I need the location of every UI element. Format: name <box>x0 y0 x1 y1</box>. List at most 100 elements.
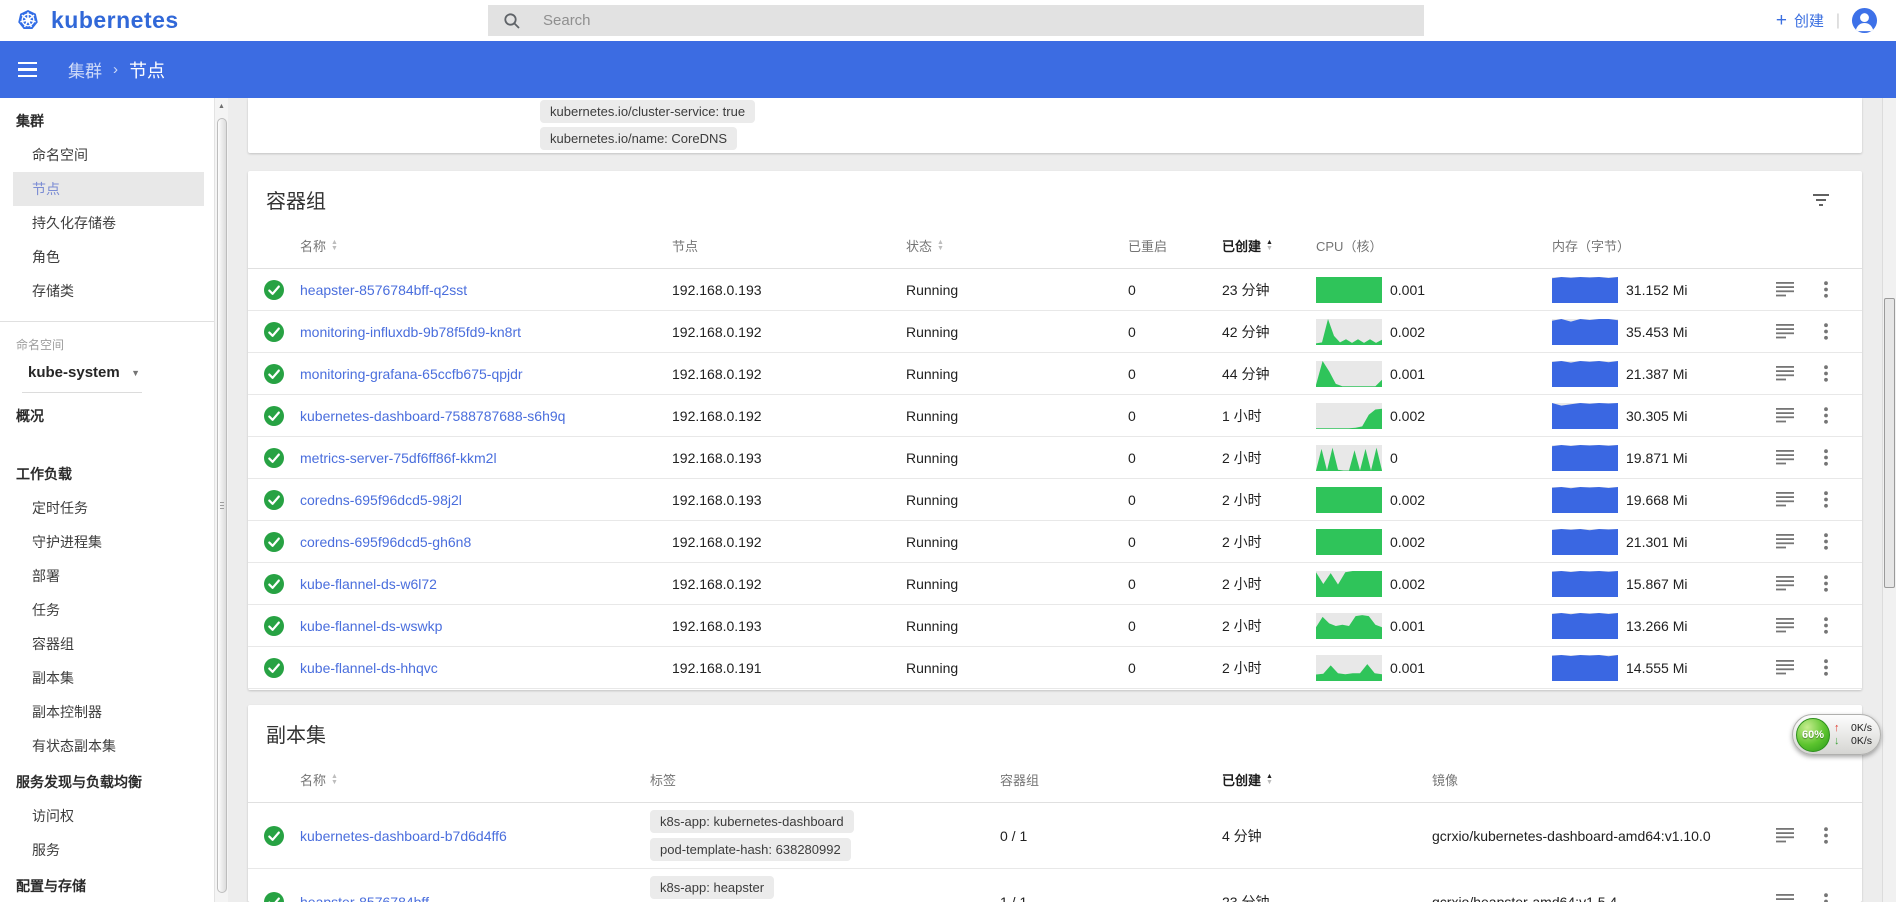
pod-name-link[interactable]: heapster-8576784bff-q2sst <box>300 282 467 298</box>
breadcrumb-current: 节点 <box>129 57 165 83</box>
sidebar-item-replication-controllers[interactable]: 副本控制器 <box>13 695 204 729</box>
logs-button[interactable] <box>1772 487 1798 512</box>
search-input[interactable] <box>543 12 1383 29</box>
logs-button[interactable] <box>1772 655 1798 680</box>
kubernetes-logo[interactable]: kubernetes <box>14 6 179 34</box>
status-ok-icon <box>264 490 284 510</box>
sidebar-item-daemon-sets[interactable]: 守护进程集 <box>13 525 204 559</box>
logs-button[interactable] <box>1772 445 1798 470</box>
logs-button[interactable] <box>1772 571 1798 596</box>
logs-button[interactable] <box>1772 277 1798 302</box>
menu-hamburger-icon[interactable] <box>12 50 52 90</box>
replica-set-name-link[interactable]: heapster-8576784bff <box>300 894 429 902</box>
column-header-images: 镜像 <box>1432 770 1772 789</box>
pod-memory: 21.301 Mi <box>1552 529 1772 555</box>
sidebar-item-nodes[interactable]: 节点 <box>13 172 204 206</box>
row-menu-button[interactable] <box>1820 487 1832 512</box>
sidebar-item-namespaces[interactable]: 命名空间 <box>13 138 204 172</box>
sidebar-scrollbar[interactable]: ▲ <box>214 98 228 902</box>
row-menu-button[interactable] <box>1820 319 1832 344</box>
pod-name-link[interactable]: monitoring-grafana-65ccfb675-qpjdr <box>300 366 523 382</box>
sidebar-item-roles[interactable]: 角色 <box>13 240 204 274</box>
breadcrumb-cluster-link[interactable]: 集群 <box>68 57 102 82</box>
pod-restarts: 0 <box>1128 576 1222 592</box>
logs-button[interactable] <box>1772 403 1798 428</box>
column-header-created[interactable]: 已创建 ▲▼ <box>1222 236 1316 255</box>
status-ok-icon <box>264 532 284 552</box>
pod-name-link[interactable]: kubernetes-dashboard-7588787688-s6h9q <box>300 408 565 424</box>
column-header-cpu: CPU（核） <box>1316 236 1552 255</box>
pod-node: 192.168.0.192 <box>672 324 906 340</box>
vertical-dots-icon <box>1824 827 1828 844</box>
status-ok-icon <box>264 892 284 902</box>
create-button[interactable]: + 创建 <box>1776 0 1824 41</box>
row-menu-button[interactable] <box>1820 361 1832 386</box>
logs-button[interactable] <box>1772 823 1798 848</box>
sidebar-item-ingresses[interactable]: 访问权 <box>13 799 204 833</box>
logs-button[interactable] <box>1772 613 1798 638</box>
sidebar-item-storage-classes[interactable]: 存储类 <box>13 274 204 308</box>
row-menu-button[interactable] <box>1820 571 1832 596</box>
logs-button[interactable] <box>1772 889 1798 902</box>
column-header-name[interactable]: 名称 ▲▼ <box>300 770 650 789</box>
logs-button[interactable] <box>1772 529 1798 554</box>
row-menu-button[interactable] <box>1820 529 1832 554</box>
pod-name-link[interactable]: coredns-695f96dcd5-gh6n8 <box>300 534 471 550</box>
column-header-status[interactable]: 状态 ▲▼ <box>906 236 1128 255</box>
column-header-node: 节点 <box>672 236 906 255</box>
vertical-dots-icon <box>1824 575 1828 592</box>
memory-value: 13.266 Mi <box>1626 618 1687 634</box>
pod-name-link[interactable]: monitoring-influxdb-9b78f5fd9-kn8rt <box>300 324 521 340</box>
row-menu-button[interactable] <box>1820 445 1832 470</box>
sidebar-item-persistent-volumes[interactable]: 持久化存储卷 <box>13 206 204 240</box>
pod-restarts: 0 <box>1128 618 1222 634</box>
row-menu-button[interactable] <box>1820 403 1832 428</box>
row-menu-button[interactable] <box>1820 613 1832 638</box>
sidebar-item-pods[interactable]: 容器组 <box>13 627 204 661</box>
pod-name-link[interactable]: coredns-695f96dcd5-98j2l <box>300 492 462 508</box>
pod-name-link[interactable]: kube-flannel-ds-w6l72 <box>300 576 437 592</box>
sidebar-group-workloads[interactable]: 工作负载 <box>0 457 214 491</box>
column-header-name[interactable]: 名称 ▲▼ <box>300 236 672 255</box>
replica-set-labels: k8s-app: heapsterpod-template-hash: 4132… <box>650 869 1000 902</box>
global-search[interactable] <box>488 5 1424 36</box>
pod-name-link[interactable]: metrics-server-75df6ff86f-kkm2l <box>300 450 497 466</box>
cpu-value: 0.002 <box>1390 534 1425 550</box>
sidebar-group-cluster[interactable]: 集群 <box>0 104 214 138</box>
sidebar-item-services[interactable]: 服务 <box>13 833 204 867</box>
sidebar-scrollbar-thumb[interactable] <box>217 118 227 893</box>
scroll-up-arrow-icon[interactable]: ▲ <box>215 100 228 114</box>
sidebar-item-cron-jobs[interactable]: 定时任务 <box>13 491 204 525</box>
logs-button[interactable] <box>1772 361 1798 386</box>
memory-value: 35.453 Mi <box>1626 324 1687 340</box>
page-scrollbar-thumb[interactable] <box>1884 298 1895 588</box>
pod-name-link[interactable]: kube-flannel-ds-wswkp <box>300 618 442 634</box>
user-account-button[interactable] <box>1851 7 1878 34</box>
replica-set-name-link[interactable]: kubernetes-dashboard-b7d6d4ff6 <box>300 828 507 844</box>
sidebar-item-replica-sets[interactable]: 副本集 <box>13 661 204 695</box>
chevron-right-icon: › <box>113 61 118 78</box>
sidebar-item-stateful-sets[interactable]: 有状态副本集 <box>13 729 204 763</box>
sidebar-group-discovery[interactable]: 服务发现与负载均衡 <box>0 765 214 799</box>
row-menu-button[interactable] <box>1820 889 1832 902</box>
pod-name-link[interactable]: kube-flannel-ds-hhqvc <box>300 660 438 676</box>
net-speed-widget[interactable]: 60% ↑ 0K/s ↓ 0K/s <box>1792 714 1881 755</box>
pod-node: 192.168.0.193 <box>672 618 906 634</box>
sidebar-item-deployments[interactable]: 部署 <box>13 559 204 593</box>
replica-sets-card-title: 副本集 <box>266 721 326 751</box>
row-menu-button[interactable] <box>1820 823 1832 848</box>
sidebar-group-config-storage[interactable]: 配置与存储 <box>0 869 214 902</box>
namespace-select[interactable]: kube-system ▼ <box>22 355 142 393</box>
row-menu-button[interactable] <box>1820 655 1832 680</box>
sidebar-item-overview[interactable]: 概况 <box>0 399 214 433</box>
row-menu-button[interactable] <box>1820 277 1832 302</box>
page-scrollbar[interactable] <box>1882 98 1896 902</box>
column-header-created[interactable]: 已创建 ▲▼ <box>1222 770 1432 789</box>
kubernetes-helm-icon <box>14 6 42 34</box>
sidebar-item-jobs[interactable]: 任务 <box>13 593 204 627</box>
pod-restarts: 0 <box>1128 450 1222 466</box>
pod-status: Running <box>906 534 1128 550</box>
filter-button[interactable] <box>1806 187 1836 216</box>
logs-button[interactable] <box>1772 319 1798 344</box>
pod-memory: 13.266 Mi <box>1552 613 1772 639</box>
